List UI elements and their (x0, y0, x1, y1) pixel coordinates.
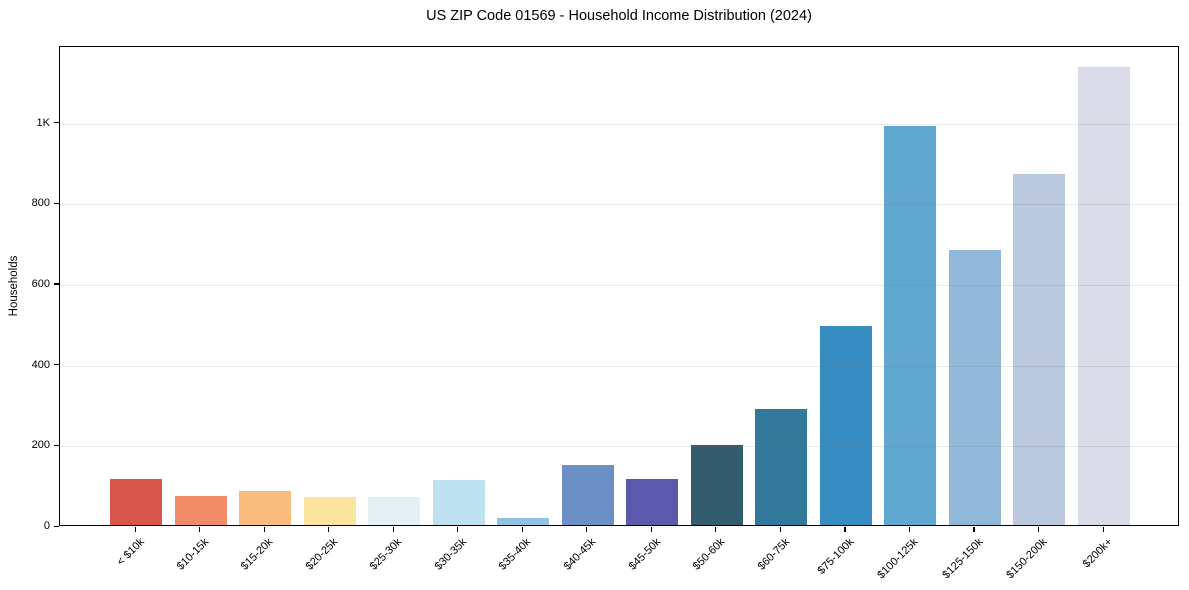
x-tick-label: $15-20k (238, 536, 276, 573)
y-tick-mark (54, 364, 59, 366)
bar-$20-25k (303, 496, 356, 525)
x-tick-mark (457, 527, 459, 532)
bar-$125-150k (948, 249, 1001, 525)
bar-$45-50k (626, 479, 679, 525)
y-tick-label: 600 (31, 277, 50, 290)
gridline (60, 284, 1178, 286)
x-tick-label: < $10k (114, 536, 147, 569)
gridline (60, 123, 1178, 125)
x-tick-label: $125-150k (940, 536, 986, 582)
y-tick-mark (54, 202, 59, 204)
y-tick-label: 200 (31, 439, 50, 452)
y-tick-mark (54, 122, 59, 124)
y-tick-label: 800 (31, 197, 50, 210)
bar-$200k+ (1078, 66, 1130, 525)
bar-$50-60k (690, 445, 743, 525)
bar-$150-200k (1013, 173, 1066, 525)
x-tick-label: $40-45k (561, 536, 599, 573)
y-tick-mark (54, 444, 59, 446)
x-tick-label: $75-100k (815, 536, 857, 577)
y-tick-mark (54, 525, 59, 527)
x-tick-mark (134, 527, 136, 532)
y-tick-mark (54, 283, 59, 285)
bar-$100-125k (884, 125, 937, 525)
x-tick-mark (715, 527, 717, 532)
x-tick-label: $60-75k (755, 536, 792, 573)
x-tick-mark (650, 527, 652, 532)
gridline (60, 204, 1178, 206)
x-tick-label: $35-40k (497, 536, 534, 573)
x-tick-label: $200k+ (1080, 536, 1115, 571)
x-tick-mark (844, 527, 846, 532)
y-axis-label: Households (8, 255, 20, 317)
x-tick-label: $20-25k (303, 536, 341, 573)
x-tick-mark (586, 527, 588, 532)
bar-$10-15k (174, 495, 227, 525)
x-tick-mark (521, 527, 523, 532)
bar-$75-100k (819, 325, 872, 525)
gridline (60, 446, 1178, 448)
bar-< $10k (110, 479, 162, 525)
x-tick-mark (199, 527, 201, 532)
x-tick-label: $10-15k (174, 536, 212, 573)
x-tick-mark (392, 527, 394, 532)
x-tick-mark (1102, 527, 1104, 532)
bar-$35-40k (497, 517, 550, 525)
plot-area (59, 46, 1179, 526)
x-tick-mark (973, 527, 975, 532)
x-tick-mark (779, 527, 782, 532)
x-tick-label: $30-35k (432, 536, 470, 573)
x-tick-mark (1037, 527, 1040, 532)
x-tick-mark (328, 527, 330, 532)
y-tick-label: 0 (43, 520, 50, 532)
bar-$60-75k (755, 408, 808, 525)
x-tick-label: $50-60k (690, 536, 728, 573)
x-tick-mark (908, 527, 911, 532)
chart-title: US ZIP Code 01569 - Household Income Dis… (426, 8, 812, 24)
x-tick-label: $25-30k (368, 536, 405, 573)
y-tick-label: 400 (31, 358, 50, 371)
y-tick-label: 1K (36, 116, 50, 129)
x-tick-mark (263, 527, 265, 532)
bar-$15-20k (239, 491, 292, 525)
bar-$30-35k (432, 480, 485, 525)
x-tick-label: $100-125k (875, 536, 921, 582)
bar-$40-45k (561, 464, 614, 525)
gridline (60, 365, 1178, 367)
bar-$25-30k (368, 496, 421, 525)
x-tick-label: $150-200k (1004, 536, 1050, 582)
x-tick-label: $45-50k (626, 536, 663, 573)
